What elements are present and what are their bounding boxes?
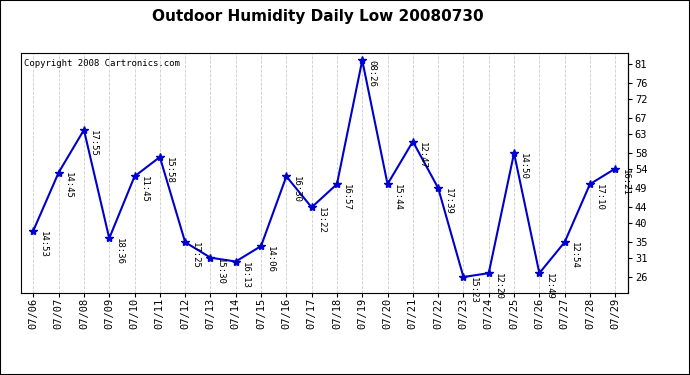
Text: 17:55: 17:55 <box>89 130 98 157</box>
Text: 14:53: 14:53 <box>39 231 48 258</box>
Text: 12:54: 12:54 <box>570 242 579 269</box>
Text: 16:57: 16:57 <box>342 184 351 211</box>
Text: 13:22: 13:22 <box>317 207 326 234</box>
Text: 17:10: 17:10 <box>595 184 604 211</box>
Text: 11:45: 11:45 <box>140 176 149 203</box>
Text: 12:49: 12:49 <box>544 273 553 300</box>
Text: 16:30: 16:30 <box>292 176 301 203</box>
Text: 15:58: 15:58 <box>165 157 174 184</box>
Text: 16:21: 16:21 <box>620 169 629 195</box>
Text: 16:13: 16:13 <box>241 261 250 288</box>
Text: 15:44: 15:44 <box>393 184 402 211</box>
Text: Copyright 2008 Cartronics.com: Copyright 2008 Cartronics.com <box>23 58 179 68</box>
Text: 15:23: 15:23 <box>469 277 477 304</box>
Text: 14:06: 14:06 <box>266 246 275 273</box>
Text: 12:20: 12:20 <box>494 273 503 300</box>
Text: 17:25: 17:25 <box>190 242 199 269</box>
Text: 18:36: 18:36 <box>115 238 124 265</box>
Text: 14:45: 14:45 <box>64 172 73 200</box>
Text: 15:30: 15:30 <box>216 258 225 285</box>
Text: Outdoor Humidity Daily Low 20080730: Outdoor Humidity Daily Low 20080730 <box>152 9 483 24</box>
Text: 12:47: 12:47 <box>418 141 427 168</box>
Text: 14:50: 14:50 <box>520 153 529 180</box>
Text: 08:26: 08:26 <box>368 60 377 87</box>
Text: 17:39: 17:39 <box>444 188 453 215</box>
